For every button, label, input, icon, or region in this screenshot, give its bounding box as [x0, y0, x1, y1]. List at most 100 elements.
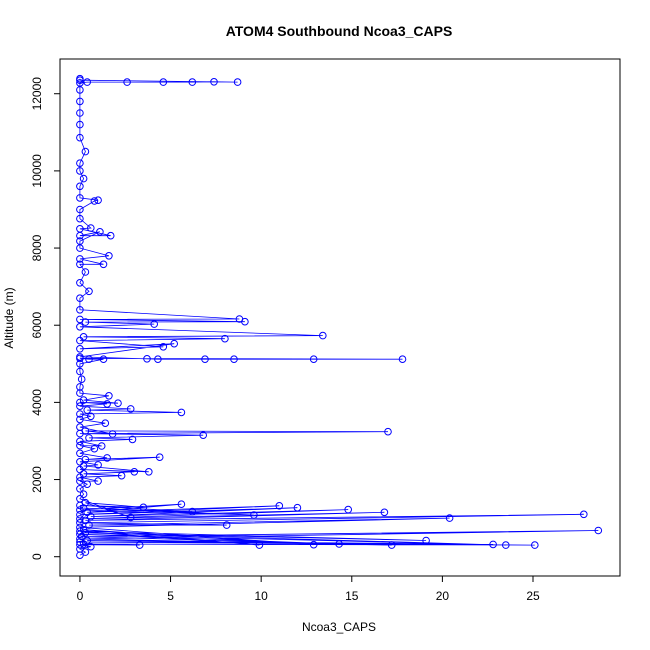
- y-tick-label: 2000: [30, 466, 44, 493]
- data-point: [293, 503, 302, 512]
- data-point: [170, 339, 178, 348]
- data-point: [76, 398, 84, 407]
- data-point: [580, 510, 588, 519]
- data-point: [76, 527, 84, 536]
- data-point: [76, 159, 84, 167]
- data-point: [531, 541, 539, 549]
- data-point: [83, 406, 91, 414]
- data-point: [76, 255, 84, 263]
- x-tick-label: 0: [77, 589, 84, 603]
- data-point: [108, 430, 117, 438]
- data-point: [79, 174, 88, 183]
- data-point: [76, 423, 84, 431]
- data-point: [335, 540, 343, 548]
- data-point: [489, 540, 497, 549]
- y-tick-label: 4000: [30, 389, 44, 416]
- data-point: [159, 343, 168, 351]
- data-point: [96, 228, 104, 236]
- data-point: [76, 279, 84, 287]
- data-point: [79, 333, 88, 341]
- chart-title: ATOM4 Southbound Ncoa3_CAPS: [226, 23, 453, 39]
- data-point: [81, 268, 90, 276]
- data-point: [76, 74, 84, 83]
- data-point: [135, 541, 144, 549]
- data-point: [85, 521, 93, 529]
- data-point: [81, 498, 90, 507]
- data-point: [76, 97, 84, 106]
- data-point: [79, 490, 88, 499]
- data-point: [76, 367, 84, 376]
- data-point: [99, 260, 108, 269]
- data-point: [76, 182, 84, 191]
- data-point: [275, 502, 284, 510]
- data-point: [130, 468, 139, 476]
- data-point: [502, 541, 510, 549]
- data-point: [76, 237, 84, 245]
- data-point: [83, 480, 91, 489]
- data-point: [81, 147, 90, 156]
- data-point: [76, 194, 84, 202]
- data-point: [87, 542, 95, 551]
- data-point: [199, 431, 207, 440]
- x-tick-label: 5: [167, 589, 174, 603]
- data-point: [445, 514, 454, 522]
- data-point: [105, 252, 113, 260]
- data-point: [87, 224, 95, 232]
- data-point: [76, 415, 84, 424]
- data-point: [319, 331, 327, 340]
- data-point: [76, 540, 84, 549]
- data-point: [99, 355, 108, 364]
- data-point: [83, 78, 91, 86]
- data-point: [145, 468, 153, 476]
- data-point: [114, 399, 122, 408]
- data-point: [117, 471, 126, 480]
- data-point: [123, 78, 131, 86]
- data-point: [398, 355, 407, 364]
- data-point: [76, 323, 84, 331]
- y-tick-label: 0: [30, 553, 44, 560]
- data-point: [106, 231, 115, 240]
- data-point: [83, 536, 91, 545]
- data-point: [76, 79, 84, 87]
- x-tick-label: 25: [526, 589, 540, 603]
- data-point: [103, 400, 111, 408]
- data-point: [250, 511, 258, 519]
- data-point: [79, 396, 88, 404]
- data-series: [76, 74, 603, 560]
- data-point: [235, 315, 244, 323]
- data-point: [177, 408, 186, 417]
- data-point: [76, 167, 84, 175]
- data-point: [76, 485, 84, 493]
- y-axis-label: Altitude (m): [2, 287, 16, 348]
- data-point: [76, 120, 84, 129]
- data-point: [77, 375, 86, 384]
- data-point: [188, 78, 197, 86]
- data-point: [76, 306, 84, 314]
- data-point: [387, 541, 396, 549]
- data-point: [85, 355, 93, 364]
- data-point: [76, 477, 84, 485]
- data-point: [81, 427, 90, 435]
- data-point: [154, 355, 162, 364]
- data-point: [344, 505, 353, 514]
- y-tick-label: 12000: [30, 77, 44, 111]
- data-point: [101, 419, 110, 428]
- data-point: [81, 548, 90, 556]
- data-point: [126, 513, 135, 522]
- data-point: [76, 109, 84, 117]
- data-point: [222, 521, 231, 529]
- data-point: [422, 536, 430, 545]
- data-point: [76, 510, 84, 519]
- data-point: [105, 392, 113, 400]
- data-point: [76, 260, 84, 269]
- data-point: [90, 197, 99, 205]
- data-point: [94, 461, 102, 469]
- data-point: [233, 78, 242, 86]
- data-point: [139, 503, 148, 512]
- y-tick-label: 6000: [30, 312, 44, 339]
- data-point: [380, 508, 389, 517]
- data-point: [97, 442, 106, 450]
- data-point: [76, 495, 84, 503]
- data-point: [85, 287, 93, 296]
- data-point: [188, 507, 197, 516]
